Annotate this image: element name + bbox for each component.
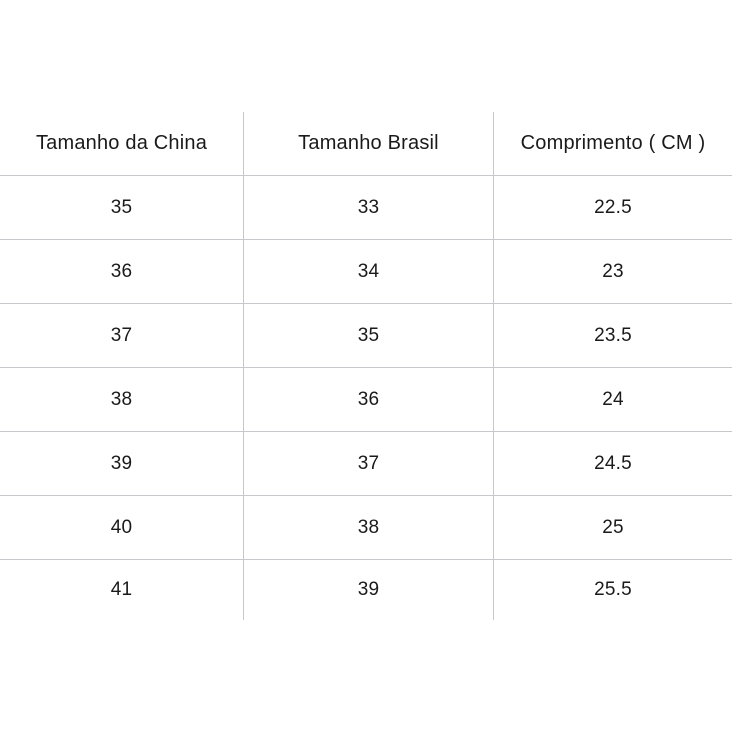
cell-brasil-size: 36 — [244, 368, 494, 431]
cell-china-size: 38 — [0, 368, 244, 431]
header-cell-china-size: Tamanho da China — [0, 112, 244, 175]
cell-length-cm: 23 — [602, 260, 624, 282]
table-row: 41 39 25.5 — [0, 560, 732, 620]
table-row: 36 34 23 — [0, 240, 732, 304]
cell-china-size: 36 — [0, 240, 244, 303]
table-row: 35 33 22.5 — [0, 176, 732, 240]
cell-brasil-size: 34 — [244, 240, 494, 303]
cell-length-cm: 22.5 — [594, 196, 632, 218]
table-row: 39 37 24.5 — [0, 432, 732, 496]
cell-china-size: 41 — [0, 560, 244, 620]
cell-length-cm: 23.5 — [594, 324, 632, 346]
cell-brasil-size: 37 — [244, 432, 494, 495]
cell-brasil-size: 35 — [244, 304, 494, 367]
header-cell-brasil-size: Tamanho Brasil — [244, 112, 494, 175]
cell-length-cm: 24.5 — [594, 452, 632, 474]
cell-length-cm: 25.5 — [594, 579, 632, 600]
cell-china-size: 39 — [0, 432, 244, 495]
table-row: 38 36 24 — [0, 368, 732, 432]
cell-china-size: 37 — [0, 304, 244, 367]
cell-brasil-size: 38 — [244, 496, 494, 559]
size-conversion-table: Tamanho da China Tamanho Brasil Comprime… — [0, 112, 732, 620]
cell-china-size: 35 — [0, 176, 244, 239]
cell-length-cm: 25 — [602, 516, 624, 538]
table-row: 37 35 23.5 — [0, 304, 732, 368]
table-row: 40 38 25 — [0, 496, 732, 560]
cell-length-cm: 24 — [602, 388, 624, 410]
cell-brasil-size: 33 — [244, 176, 494, 239]
cell-china-size: 40 — [0, 496, 244, 559]
header-cell-length-cm: Comprimento ( CM ) — [520, 132, 706, 154]
cell-brasil-size: 39 — [244, 560, 494, 620]
table-header-row: Tamanho da China Tamanho Brasil Comprime… — [0, 112, 732, 176]
